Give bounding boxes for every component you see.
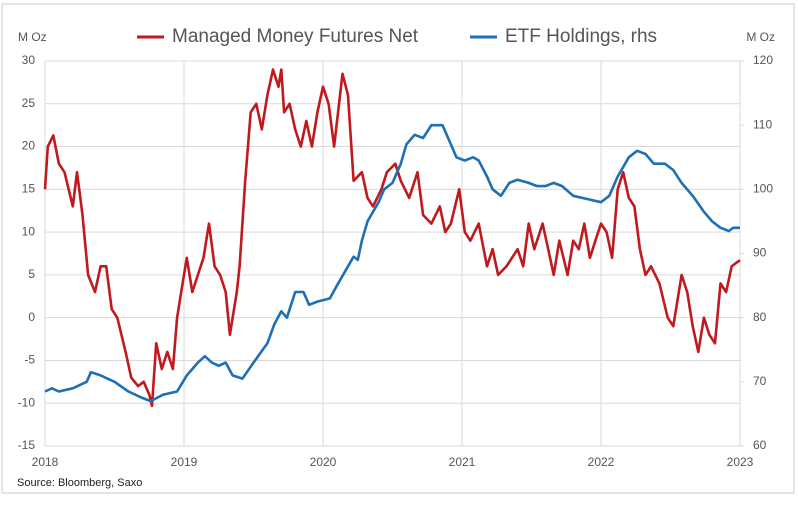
- y2-tick-label: 80: [753, 310, 767, 324]
- x-tick-label: 2020: [310, 455, 337, 469]
- y-tick-label: -10: [18, 395, 36, 409]
- y-tick-label: 30: [22, 53, 36, 67]
- y-tick-label: -5: [24, 353, 35, 367]
- source: Source: Bloomberg, Saxo: [17, 477, 142, 489]
- y2-tick-label: 100: [753, 182, 773, 196]
- y-tick-label: 10: [22, 224, 36, 238]
- y-tick-label: -15: [18, 438, 36, 452]
- y2-tick-label: 60: [753, 438, 767, 452]
- x-tick-label: 2023: [727, 455, 754, 469]
- y-tick-label: 0: [28, 310, 35, 324]
- y2-tick-label: 110: [753, 117, 772, 131]
- y-tick-label: 5: [28, 267, 35, 281]
- y-tick-label: 15: [22, 182, 36, 196]
- y-axis-label: M Oz: [18, 30, 47, 44]
- y-tick-label: 20: [22, 139, 36, 153]
- x-tick-label: 2018: [32, 455, 59, 469]
- series-line: [43, 68, 741, 408]
- legend-label: ETF Holdings, rhs: [505, 26, 657, 47]
- y2-tick-label: 120: [753, 53, 773, 67]
- series-line: [44, 123, 740, 403]
- frame: [1, 3, 795, 494]
- y-tick-label: 25: [22, 96, 36, 110]
- y2-tick-label: 70: [753, 374, 767, 388]
- y2-tick-label: 90: [753, 246, 767, 260]
- x-tick-label: 2022: [588, 455, 615, 469]
- y2-axis-label: M Oz: [746, 30, 775, 44]
- x-tick-label: 2019: [171, 455, 198, 469]
- legend-label: Managed Money Futures Net: [172, 26, 419, 47]
- x-tick-label: 2021: [449, 455, 476, 469]
